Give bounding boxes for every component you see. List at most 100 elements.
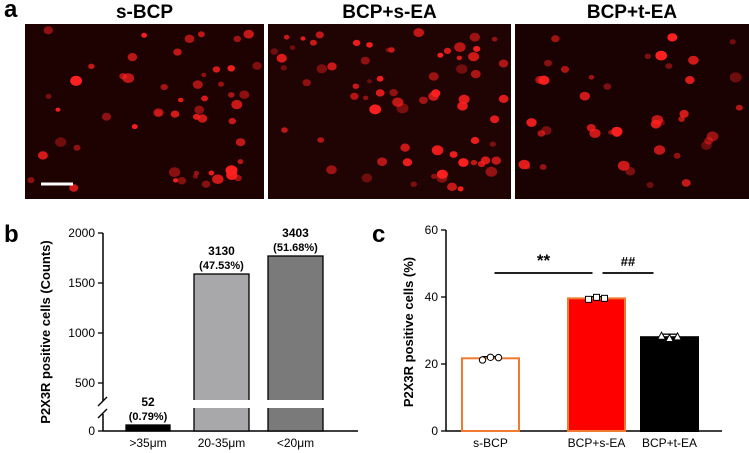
- cell-soma: [119, 73, 127, 80]
- cell-soma: [431, 145, 441, 154]
- cell-soma: [498, 94, 509, 103]
- cell-soma: [302, 79, 311, 87]
- data-point: [593, 293, 600, 301]
- cell-soma: [473, 45, 481, 52]
- cell-soma: [392, 97, 404, 107]
- cell-soma: [201, 95, 209, 102]
- cell-soma: [579, 91, 590, 101]
- cell-soma: [281, 127, 288, 133]
- cell-soma: [706, 131, 719, 142]
- cell-soma: [526, 118, 537, 127]
- cell-soma: [228, 117, 236, 125]
- cell-soma: [458, 94, 470, 105]
- panel-c-letter: c: [372, 221, 386, 248]
- data-point: [601, 294, 608, 302]
- cell-soma: [539, 164, 547, 170]
- chart-c-marks: s-BCP BCP+s-EA BCP+t-EA ** ##: [473, 251, 697, 450]
- cell-soma: [43, 26, 53, 35]
- cell-soma: [457, 101, 468, 111]
- cell-soma: [70, 75, 82, 86]
- cell-soma: [55, 137, 67, 147]
- cell-soma: [37, 151, 48, 160]
- cell-soma: [656, 119, 665, 126]
- cell-soma: [560, 65, 570, 73]
- cell-soma: [456, 64, 468, 74]
- cell-soma: [491, 36, 498, 42]
- percent-label: (47.53%): [199, 260, 244, 272]
- cell-soma: [127, 53, 138, 62]
- cell-soma: [431, 145, 444, 156]
- cell-soma: [315, 31, 324, 39]
- image-title-bcp-s-ea: BCP+s-EA: [342, 2, 437, 23]
- chart-c-bars: [461, 297, 699, 433]
- cell-soma: [410, 181, 417, 187]
- cell-soma: [518, 159, 530, 170]
- cell-soma: [227, 65, 235, 72]
- cell-soma: [27, 177, 35, 184]
- cell-soma: [208, 170, 215, 176]
- cell-soma: [276, 53, 287, 63]
- cell-soma: [457, 186, 464, 192]
- cell-soma: [170, 110, 180, 118]
- significance-label: ##: [621, 254, 636, 269]
- percent-label: (51.68%): [273, 242, 318, 254]
- panel-a-letter: a: [4, 0, 18, 23]
- cell-soma: [456, 55, 463, 61]
- cell-soma: [239, 90, 250, 99]
- cell-soma: [489, 141, 496, 147]
- cell-soma: [431, 173, 438, 179]
- chart-b-bars: [125, 255, 324, 432]
- cell-soma: [458, 158, 469, 167]
- cell-soma: [589, 128, 601, 138]
- cell-soma: [326, 165, 337, 175]
- cell-soma: [551, 35, 560, 43]
- y-tick-label: 40: [425, 290, 439, 304]
- cell-soma: [388, 47, 395, 53]
- cell-soma: [729, 39, 736, 45]
- y-tick-label: 500: [75, 376, 95, 390]
- data-point: [486, 353, 495, 361]
- data-point: [656, 331, 667, 340]
- chart-b-ylabel: P2X3R positive cells (Counts): [38, 240, 53, 424]
- cell-soma: [193, 170, 200, 176]
- cell-soma: [449, 151, 458, 158]
- micrograph-background: [25, 24, 264, 199]
- value-label: 3130: [208, 244, 235, 258]
- percent-label: (0.79%): [129, 411, 168, 423]
- cell-soma: [667, 33, 678, 42]
- cell-soma: [673, 152, 681, 159]
- y-tick-label: 0: [88, 424, 95, 438]
- cell-soma: [544, 59, 552, 67]
- micrograph-bcp-s-ea: [268, 24, 511, 199]
- data-point: [585, 295, 592, 303]
- bar: [461, 357, 520, 432]
- cell-soma: [212, 66, 221, 73]
- y-tick-label: 1000: [68, 326, 95, 340]
- cell-soma: [498, 59, 509, 68]
- category-label: s-BCP: [473, 436, 508, 450]
- cell-soma: [665, 63, 673, 69]
- cell-soma: [447, 182, 457, 191]
- cell-soma: [376, 75, 384, 82]
- cell-soma: [537, 130, 546, 137]
- data-point: [494, 353, 503, 362]
- cell-soma: [350, 92, 359, 100]
- cell-soma: [45, 93, 52, 99]
- cell-soma: [436, 173, 448, 183]
- cell-soma: [233, 35, 242, 43]
- cell-soma: [327, 62, 337, 71]
- cell-soma: [153, 108, 164, 117]
- cell-soma: [173, 178, 179, 183]
- cell-soma: [228, 92, 235, 98]
- cell-soma: [177, 97, 184, 103]
- cell-soma: [352, 83, 359, 89]
- cell-soma: [470, 136, 480, 145]
- chart-c-ylabel: P2X3R positive cells (%): [401, 257, 416, 407]
- cell-soma: [352, 39, 361, 47]
- cell-soma: [280, 65, 287, 71]
- bar-break-gap: [193, 400, 250, 408]
- cell-soma: [192, 174, 198, 179]
- axis-break-mark: [97, 408, 108, 419]
- category-label: 20-35μm: [198, 436, 246, 450]
- category-label: <20μm: [277, 436, 314, 450]
